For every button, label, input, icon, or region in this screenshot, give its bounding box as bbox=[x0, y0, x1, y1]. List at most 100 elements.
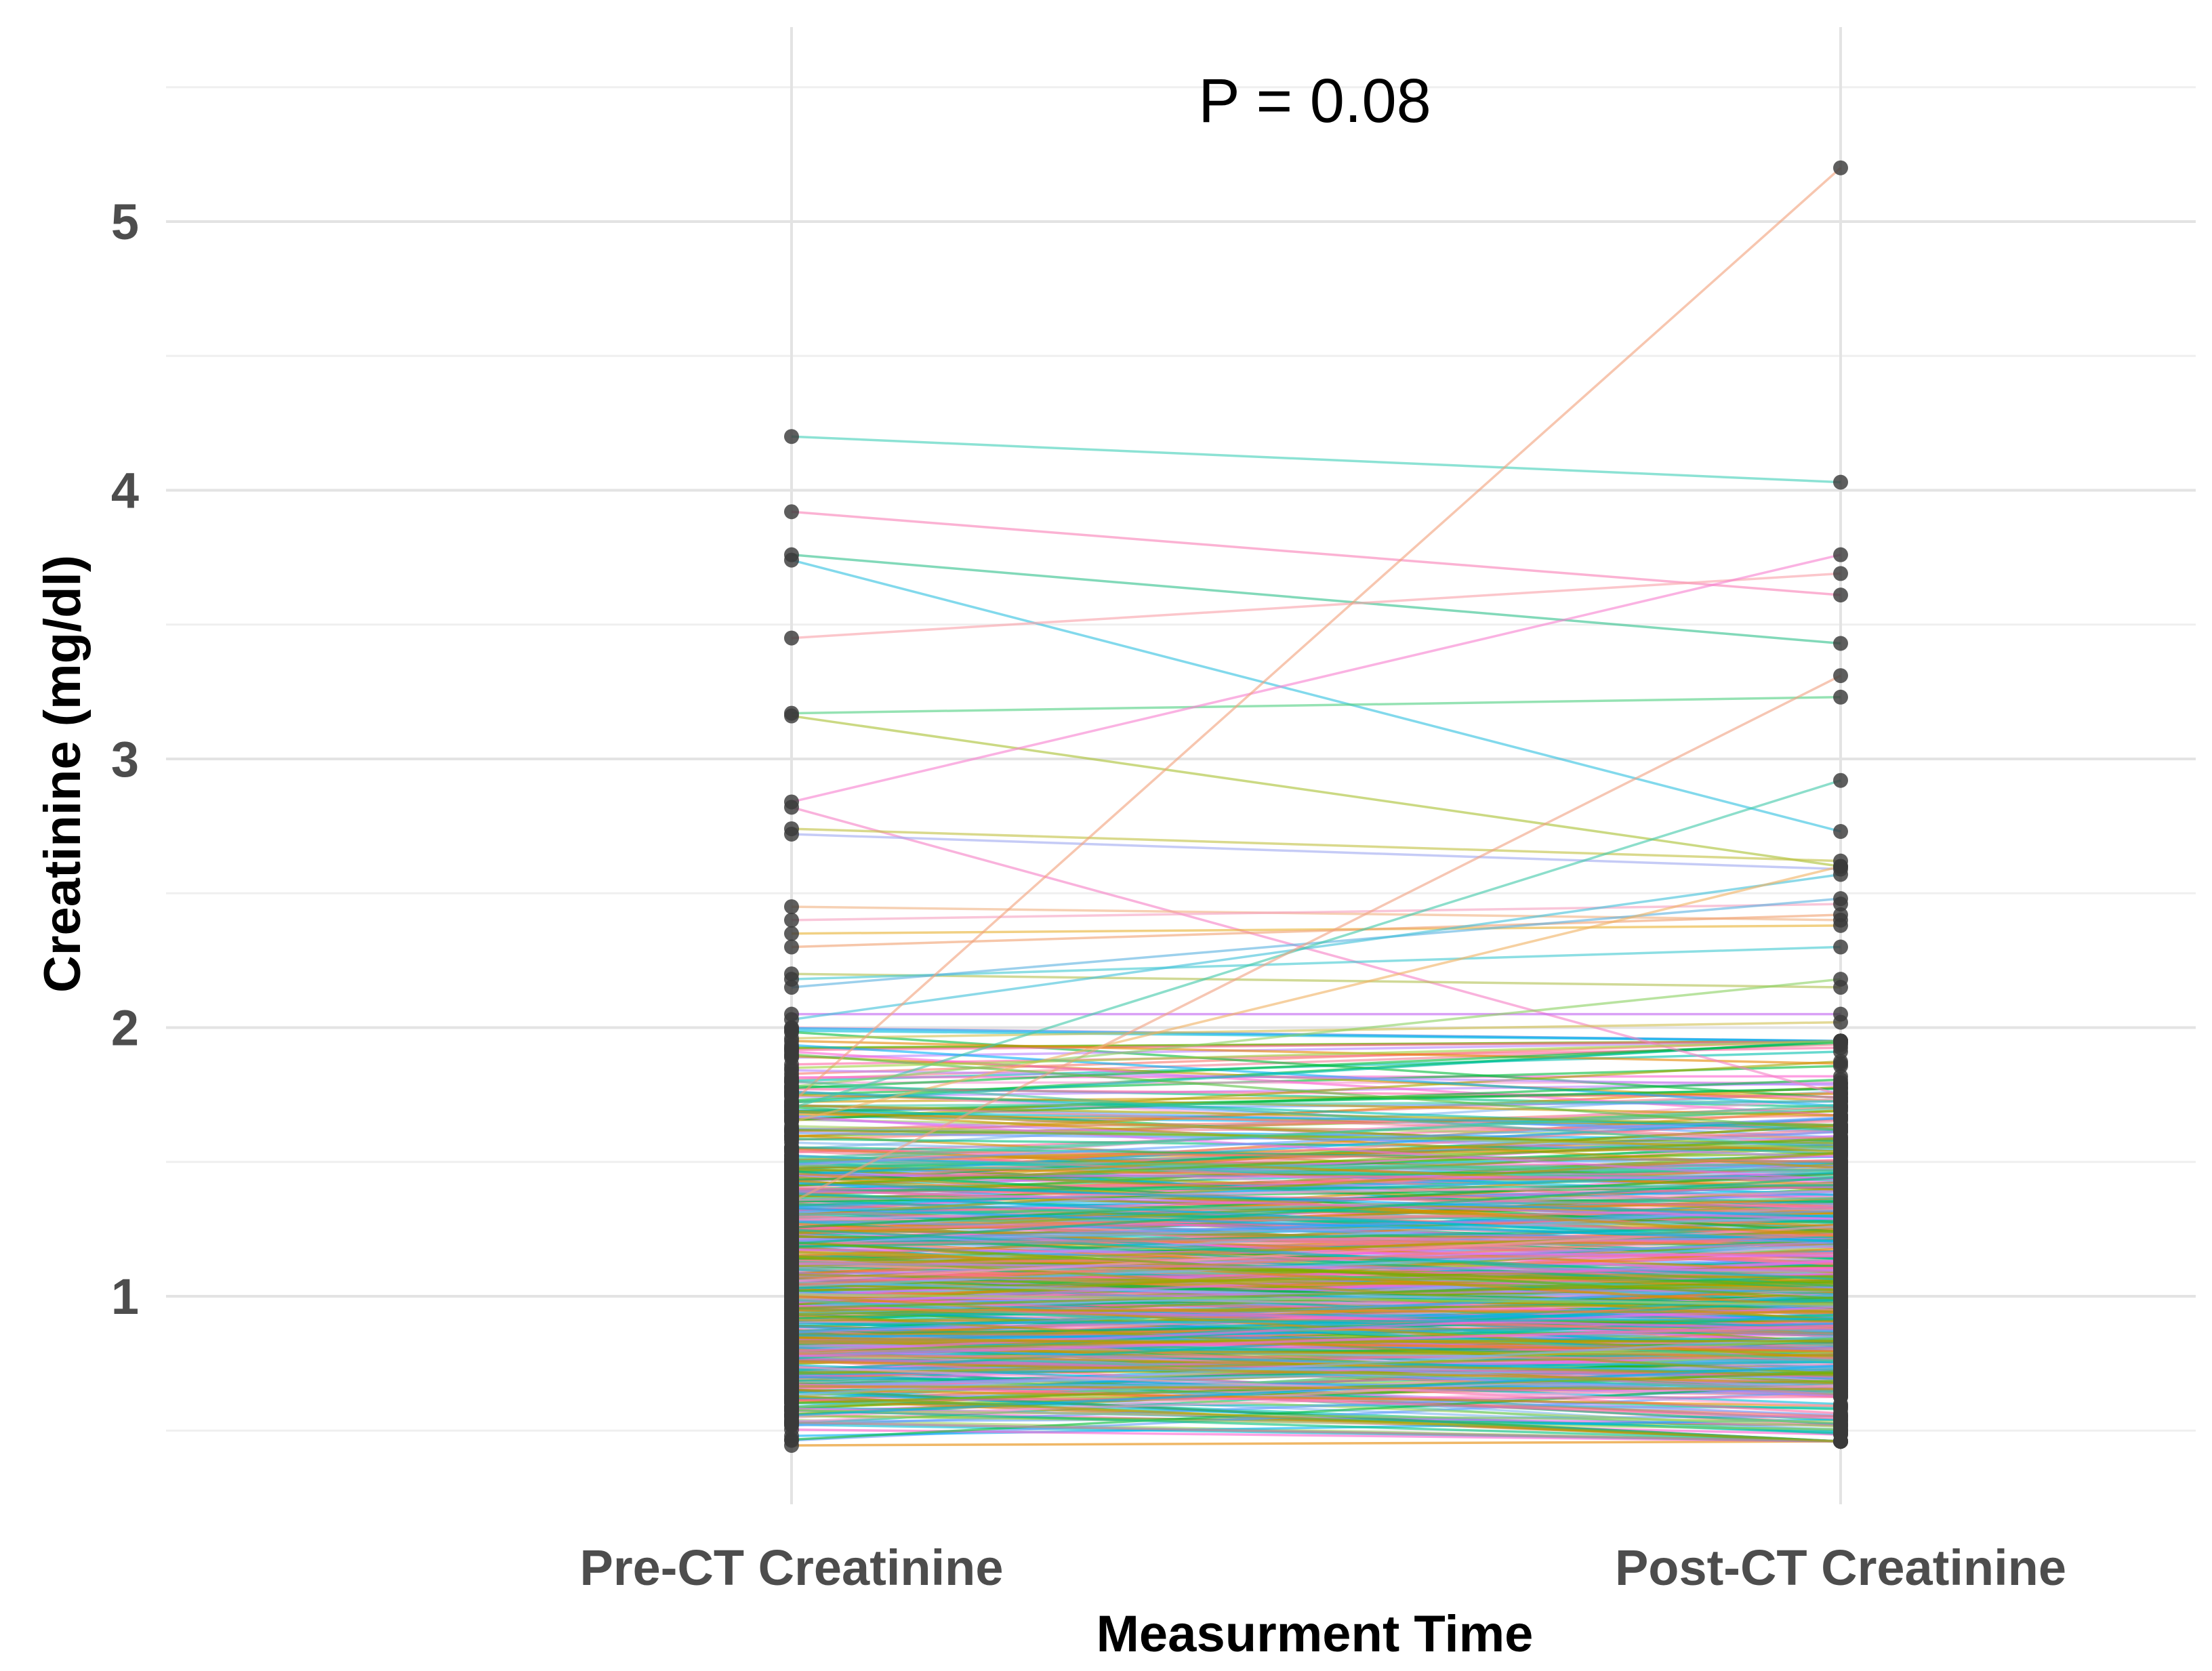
post-point bbox=[1833, 907, 1848, 922]
pre-point bbox=[784, 1277, 799, 1293]
pair-line bbox=[791, 1220, 1841, 1243]
pair-line bbox=[791, 1275, 1841, 1285]
post-point bbox=[1833, 636, 1848, 651]
data-points bbox=[784, 160, 1848, 1453]
pair-line bbox=[791, 1078, 1841, 1121]
pair-line bbox=[791, 435, 1841, 484]
pair-line bbox=[791, 978, 1841, 1088]
pair-line bbox=[791, 1382, 1841, 1441]
pre-point bbox=[784, 708, 799, 724]
pair-line bbox=[791, 1039, 1841, 1065]
pair-line bbox=[791, 1385, 1841, 1390]
post-point bbox=[1833, 1248, 1848, 1264]
pre-point bbox=[784, 1114, 799, 1130]
post-point bbox=[1833, 1100, 1848, 1116]
pair-line bbox=[791, 558, 1841, 833]
post-point bbox=[1833, 1304, 1848, 1320]
pair-line bbox=[791, 1409, 1841, 1443]
pair-line bbox=[791, 1080, 1841, 1150]
pair-line bbox=[791, 1305, 1841, 1353]
pair-line bbox=[791, 1382, 1841, 1420]
pair-line bbox=[791, 1293, 1841, 1306]
pair-line bbox=[791, 1355, 1841, 1360]
pair-line bbox=[791, 945, 1841, 981]
pair-line bbox=[791, 1137, 1841, 1187]
pre-point bbox=[784, 1151, 799, 1166]
pair-line bbox=[791, 1090, 1841, 1132]
pre-point bbox=[784, 1047, 799, 1063]
pair-line bbox=[791, 972, 1841, 989]
post-point bbox=[1833, 917, 1848, 933]
pre-point bbox=[784, 912, 799, 928]
pair-line bbox=[791, 553, 1841, 804]
post-point bbox=[1833, 566, 1848, 581]
pair-line bbox=[791, 1104, 1841, 1140]
pair-line bbox=[791, 1294, 1841, 1360]
pre-point bbox=[784, 504, 799, 520]
pair-line bbox=[791, 1192, 1841, 1243]
pair-line bbox=[791, 1110, 1841, 1153]
post-point bbox=[1833, 772, 1848, 788]
pre-point bbox=[784, 630, 799, 646]
pair-line bbox=[791, 1176, 1841, 1245]
post-point bbox=[1833, 1381, 1848, 1397]
post-point bbox=[1833, 1033, 1848, 1049]
pair-line bbox=[791, 827, 1841, 863]
pair-line bbox=[791, 572, 1841, 640]
pair-line bbox=[791, 779, 1841, 1110]
pre-point bbox=[784, 1176, 799, 1191]
highlighted-pair-lines bbox=[790, 167, 1842, 1203]
y-tick-label: 4 bbox=[111, 463, 139, 519]
pair-line bbox=[791, 1041, 1841, 1090]
pair-line bbox=[791, 1207, 1841, 1242]
pair-line bbox=[791, 1152, 1841, 1217]
pair-line bbox=[791, 1027, 1841, 1043]
post-point bbox=[1833, 939, 1848, 955]
pre-point bbox=[784, 1302, 799, 1317]
x-tick-label: Post-CT Creatinine bbox=[1615, 1540, 2066, 1596]
pair-line bbox=[791, 913, 1841, 949]
pair-line bbox=[791, 1229, 1841, 1281]
pair-line bbox=[791, 833, 1841, 871]
post-point bbox=[1833, 1263, 1848, 1279]
pair-line bbox=[791, 1308, 1841, 1314]
pair-line bbox=[791, 1364, 1841, 1417]
post-point bbox=[1833, 547, 1848, 562]
pair-line bbox=[791, 865, 1841, 1123]
post-point bbox=[1833, 1344, 1848, 1359]
post-point bbox=[1833, 1087, 1848, 1102]
post-point bbox=[1833, 1333, 1848, 1348]
post-point bbox=[1833, 972, 1848, 987]
x-axis-title: Measurment Time bbox=[1097, 1605, 1534, 1663]
pre-point bbox=[784, 1236, 799, 1252]
pair-line bbox=[791, 1039, 1841, 1052]
pre-point bbox=[784, 899, 799, 915]
pair-line bbox=[791, 1409, 1841, 1423]
post-point bbox=[1833, 1226, 1848, 1242]
pair-line bbox=[791, 924, 1841, 935]
post-point bbox=[1833, 824, 1848, 840]
pre-point bbox=[784, 1256, 799, 1271]
y-tick-label: 3 bbox=[111, 731, 139, 787]
pre-point bbox=[784, 1222, 799, 1238]
pair-line bbox=[791, 1039, 1841, 1069]
post-point bbox=[1833, 689, 1848, 705]
pre-point bbox=[784, 800, 799, 815]
post-point bbox=[1833, 1014, 1848, 1030]
pair-line bbox=[791, 806, 1841, 1096]
post-point bbox=[1833, 1399, 1848, 1414]
post-point bbox=[1833, 1358, 1848, 1374]
pair-line bbox=[791, 1069, 1841, 1087]
post-point bbox=[1833, 1072, 1848, 1088]
pair-line bbox=[791, 903, 1841, 922]
y-tick-label: 2 bbox=[111, 1000, 139, 1056]
pre-point bbox=[784, 827, 799, 842]
pre-point bbox=[784, 1388, 799, 1404]
post-point bbox=[1833, 1190, 1848, 1205]
y-axis-title: Creatinine (mg/dl) bbox=[34, 555, 91, 993]
pair-line bbox=[790, 167, 1842, 1104]
pair-line bbox=[791, 1322, 1841, 1343]
pair-line bbox=[791, 1182, 1841, 1218]
pair-line bbox=[791, 1128, 1841, 1144]
